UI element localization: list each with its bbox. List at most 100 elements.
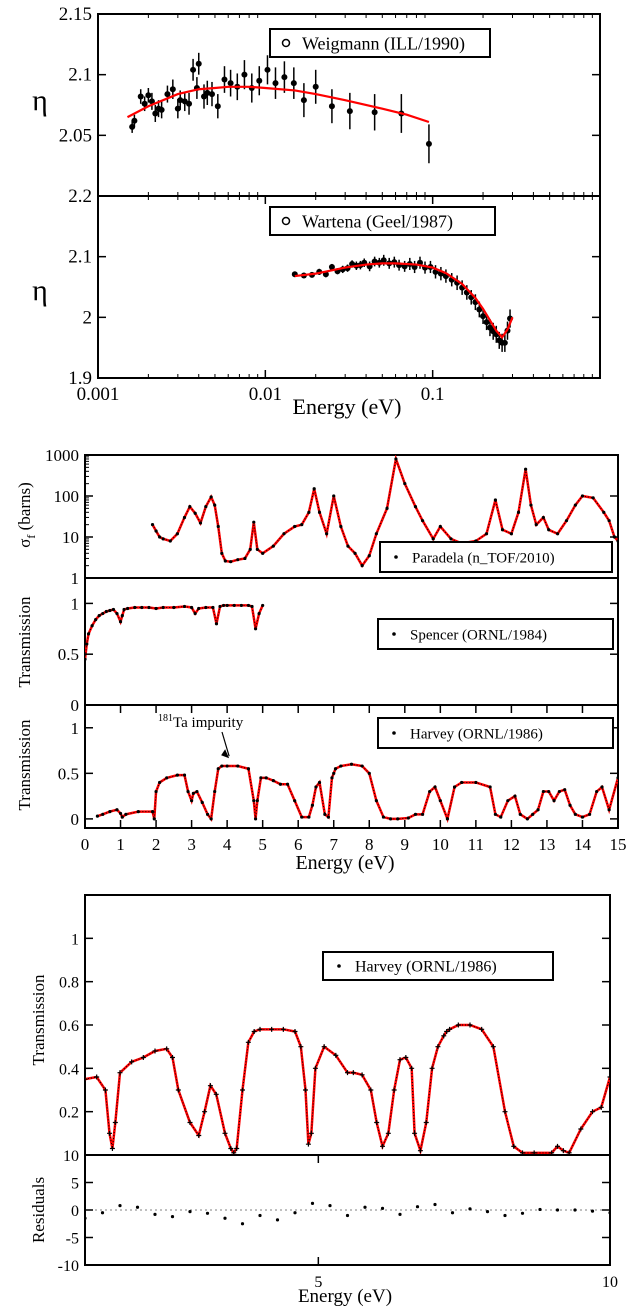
data-point [516,510,521,514]
data-point [367,554,371,558]
data-point [182,773,187,777]
data-point [175,773,179,777]
x-tick-label: 4 [223,835,232,854]
data-point [380,1206,385,1210]
data-point [310,803,315,807]
data-point [261,603,265,608]
data-point [333,1052,339,1058]
data-point [191,791,195,795]
data-point [394,457,398,461]
data-point [97,613,101,618]
data-point [468,1207,472,1211]
data-point [413,505,418,509]
data-point [282,532,286,536]
data-point [209,495,213,499]
plot-data [85,603,265,661]
x-tick-label: 6 [294,835,303,854]
y-tick-label: 10 [63,1148,79,1165]
data-point [246,603,251,608]
legend: Weigmann (ILL/1990) [269,28,491,58]
data-point [292,1029,298,1034]
data-point [214,103,221,110]
data-point [190,66,197,73]
annotation-arrow [221,731,230,757]
data-point [234,1146,240,1151]
data-point [350,1070,356,1076]
data-point [547,789,551,794]
data-point [547,528,551,532]
legend: Spencer (ORNL/1984) [377,618,614,650]
data-point [290,80,297,87]
legend-box [379,541,613,573]
data-point [388,817,393,821]
data-point [367,771,371,775]
data-point [587,812,592,816]
annotation-text: 181Ta impurity [158,713,244,731]
data-point [85,657,87,661]
data-point [563,788,567,792]
data-point [412,1130,418,1136]
data-point [264,66,271,73]
data-point [241,71,248,78]
data-point [280,1026,286,1032]
y-tick-label: 0.4 [59,1061,79,1078]
legend: Paradela (n_TOF/2010) [379,541,613,573]
data-point [211,605,215,610]
data-point [111,607,116,612]
panel-transmission-harvey-wide: 00.510 1 2 3 4 5 6 7 8 9 10 11 12 13 14 15TransmissionE… [15,704,627,874]
data-point [177,97,184,104]
data-point [152,110,159,117]
data-point [271,779,275,783]
data-point [321,1044,327,1050]
data-point [257,611,261,616]
data-point [174,105,181,112]
data-point [195,789,199,794]
legend-box [322,951,554,981]
legend-label: Wartena (Geel/1987) [302,211,453,232]
data-point [600,785,604,789]
y-tick-label: 5 [71,1176,79,1193]
data-point [104,609,108,614]
data-point [236,764,240,768]
data-point [195,60,202,67]
data-point [312,487,316,491]
data-point [300,523,304,527]
data-point [193,511,197,515]
data-point [221,76,228,83]
data-point [208,91,215,98]
data-point [169,86,176,93]
data-point [220,551,224,555]
data-point [205,812,210,816]
plot-data [291,254,514,352]
panel-eta-wartena: 1.9 2 2.1 2.2 0.001 0.01 0.1 η Energy (eV) Warten… [32,186,601,419]
data-point [85,642,89,646]
data-point [245,1039,251,1045]
data-point [126,606,130,611]
data-point [236,558,240,562]
x-tick-label: 8 [365,835,374,854]
data-point [172,605,176,610]
data-point [578,1126,584,1132]
data-point [616,539,618,543]
x-tick-label: 10 [432,835,449,854]
data-point [506,799,510,803]
data-point [591,496,595,500]
legend-label: Harvey (ORNL/1986) [410,726,543,742]
legend-label: Weigmann (ILL/1990) [302,33,465,54]
data-point [275,1218,280,1222]
data-point [312,1065,318,1071]
data-point [175,1087,181,1093]
data-point [221,603,226,608]
data-point [360,564,364,568]
data-point [345,1070,350,1076]
y-tick-label: 100 [54,487,80,506]
data-point [298,1044,304,1050]
fit-curve [85,1023,610,1155]
data-point [197,606,201,611]
y-tick-label: 0.5 [58,645,79,664]
data-point [380,1143,385,1149]
data-point [598,1104,604,1110]
data-point [541,515,545,520]
data-point [182,515,187,520]
